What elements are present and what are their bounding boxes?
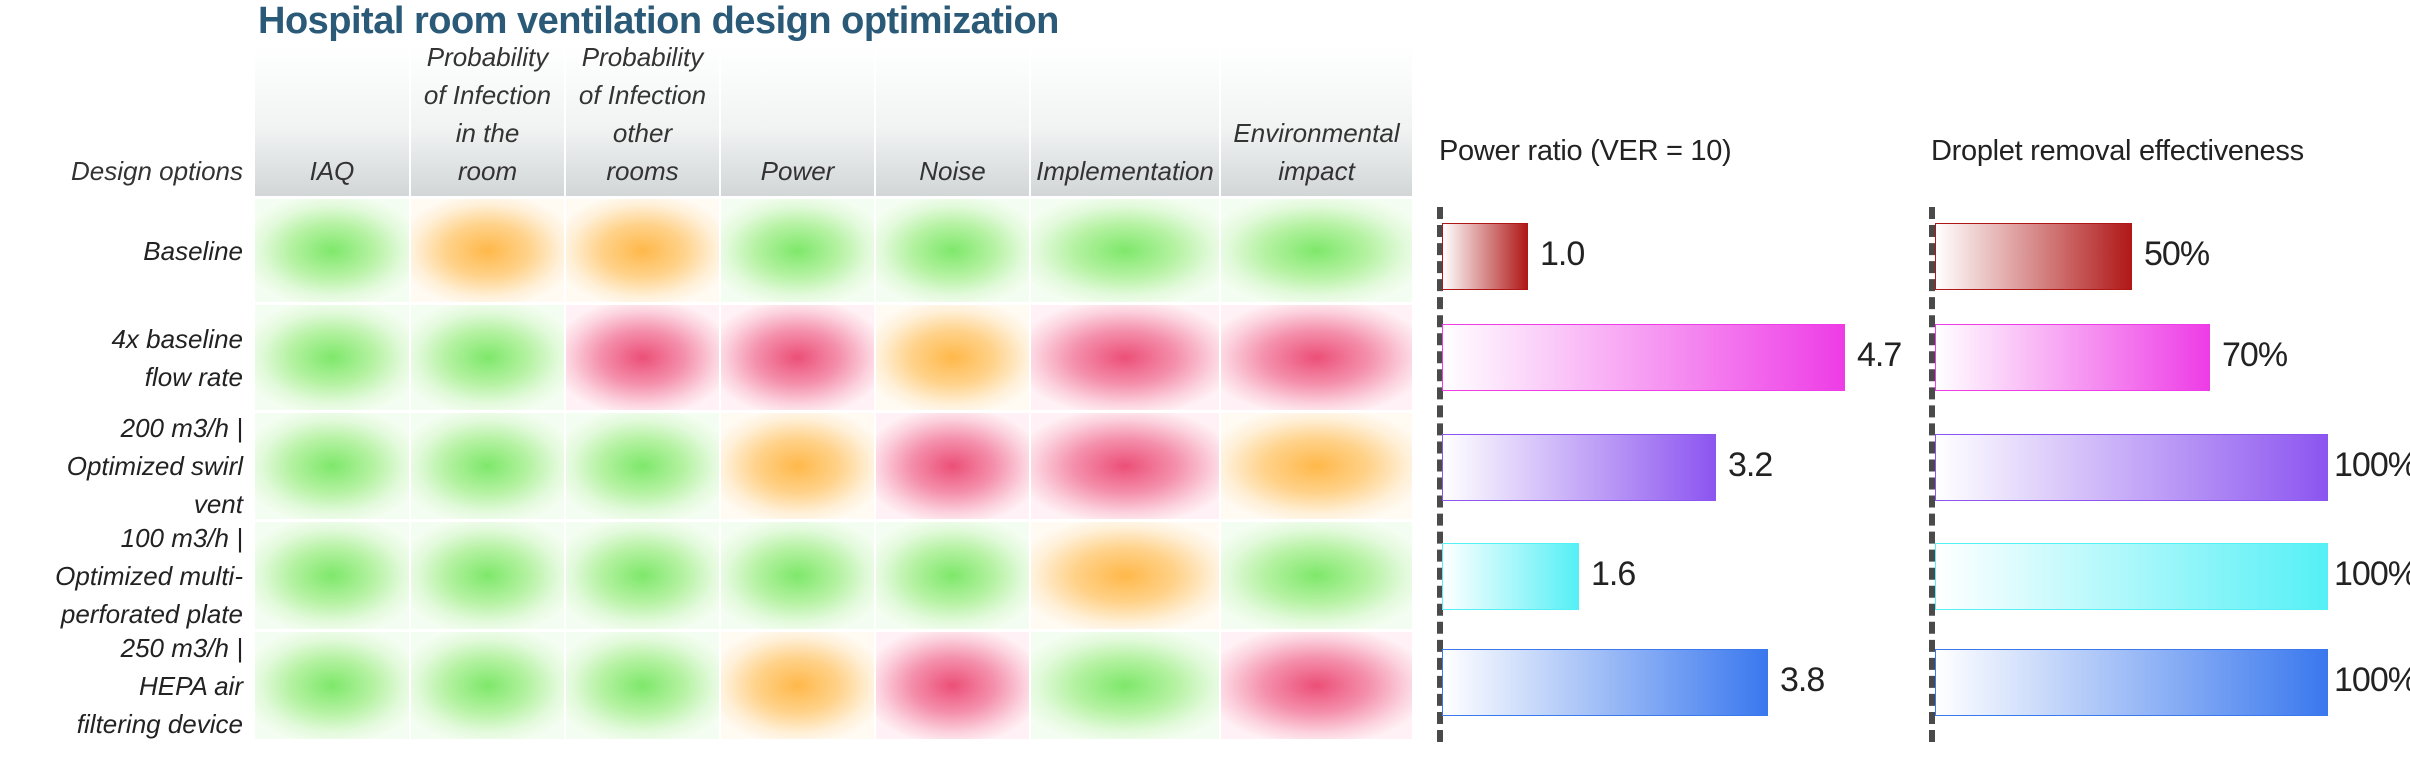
column-header-2: Probability of Infection in the room: [423, 42, 552, 186]
rating-cell-green: [876, 522, 1029, 629]
chart-axis-line: [1929, 207, 1935, 742]
power-ratio-title: Power ratio (VER = 10): [1439, 135, 1732, 167]
rating-cell-green: [411, 522, 564, 629]
row-label-1: Baseline: [0, 199, 243, 302]
rating-cell-green: [255, 632, 409, 739]
rating-cell-orange: [1031, 522, 1219, 629]
row-label-text: Baseline: [143, 235, 243, 266]
row-label-text: 200 m3/h | Optimized swirl vent: [66, 413, 243, 519]
rating-cell-red: [566, 305, 719, 410]
page-title: Hospital room ventilation design optimiz…: [258, 0, 1059, 42]
column-header-4: Power: [760, 156, 835, 186]
rating-cell-green: [876, 199, 1029, 302]
column-separator: [874, 46, 876, 196]
rating-cell-red: [1031, 413, 1219, 519]
bar-value-label: 3.2: [1728, 446, 1773, 484]
rating-cell-orange: [1221, 413, 1412, 519]
bar-value-label: 100%: [2334, 661, 2410, 699]
rating-cell-green: [566, 413, 719, 519]
rating-cell-green: [1031, 632, 1219, 739]
rating-cell-red: [1221, 632, 1412, 739]
bar-2: [1442, 324, 1845, 391]
bar-value-label: 100%: [2334, 555, 2410, 593]
bar-3: [1935, 434, 2328, 501]
row-label-2: 4x baseline flow rate: [0, 305, 243, 410]
row-label-3: 200 m3/h | Optimized swirl vent: [0, 413, 243, 519]
row-label-text: 4x baseline flow rate: [111, 323, 243, 392]
rating-cell-green: [1221, 199, 1412, 302]
rating-cell-red: [1221, 305, 1412, 410]
rating-cell-green: [411, 305, 564, 410]
row-label-text: 250 m3/h | HEPA air filtering device: [76, 632, 243, 739]
row-label-4: 100 m3/h | Optimized multi-perforated pl…: [0, 522, 243, 629]
rating-cell-red: [1031, 305, 1219, 410]
rating-cell-green: [255, 413, 409, 519]
rating-cell-green: [255, 199, 409, 302]
chart-axis-line: [1437, 207, 1443, 742]
row-label-5: 250 m3/h | HEPA air filtering device: [0, 632, 243, 739]
column-separator: [564, 46, 566, 196]
bar-2: [1935, 324, 2210, 391]
row-label-text: 100 m3/h | Optimized multi-perforated pl…: [55, 522, 243, 629]
rating-cell-orange: [876, 305, 1029, 410]
column-header-3: Probability of Infection other rooms: [578, 42, 707, 186]
rating-cell-orange: [721, 413, 874, 519]
bar-value-label: 1.0: [1540, 235, 1585, 273]
rating-cell-green: [1221, 522, 1412, 629]
bar-value-label: 3.8: [1780, 661, 1825, 699]
bar-3: [1442, 434, 1716, 501]
rating-cell-red: [721, 305, 874, 410]
bar-value-label: 4.7: [1857, 336, 1902, 374]
rating-cell-green: [721, 522, 874, 629]
bar-5: [1935, 649, 2328, 716]
rating-cell-green: [566, 522, 719, 629]
rating-cell-green: [1031, 199, 1219, 302]
bar-4: [1935, 543, 2328, 610]
column-header-1: IAQ: [309, 156, 355, 186]
rating-cell-green: [721, 199, 874, 302]
row-header-label: Design options: [71, 156, 243, 186]
bar-value-label: 70%: [2222, 336, 2288, 374]
bar-1: [1935, 223, 2132, 290]
column-separator: [409, 46, 411, 196]
column-separator: [719, 46, 721, 196]
rating-cell-orange: [566, 199, 719, 302]
rating-cell-red: [876, 632, 1029, 739]
bar-1: [1442, 223, 1528, 290]
bar-5: [1442, 649, 1768, 716]
bar-value-label: 1.6: [1591, 555, 1636, 593]
rating-cell-green: [411, 413, 564, 519]
bar-value-label: 100%: [2334, 446, 2410, 484]
column-header-5: Noise: [919, 156, 986, 186]
rating-cell-green: [411, 632, 564, 739]
bar-4: [1442, 543, 1579, 610]
rating-cell-green: [255, 522, 409, 629]
column-header-7: Environmental impact: [1233, 118, 1400, 186]
rating-cell-orange: [721, 632, 874, 739]
column-separator: [1029, 46, 1031, 196]
bar-value-label: 50%: [2144, 235, 2210, 273]
rating-cell-red: [876, 413, 1029, 519]
droplet-removal-title: Droplet removal effectiveness: [1931, 135, 2304, 167]
rating-cell-orange: [411, 199, 564, 302]
rating-cell-green: [255, 305, 409, 410]
column-header-6: Implementation: [1036, 156, 1214, 186]
column-separator: [1219, 46, 1221, 196]
rating-cell-green: [566, 632, 719, 739]
